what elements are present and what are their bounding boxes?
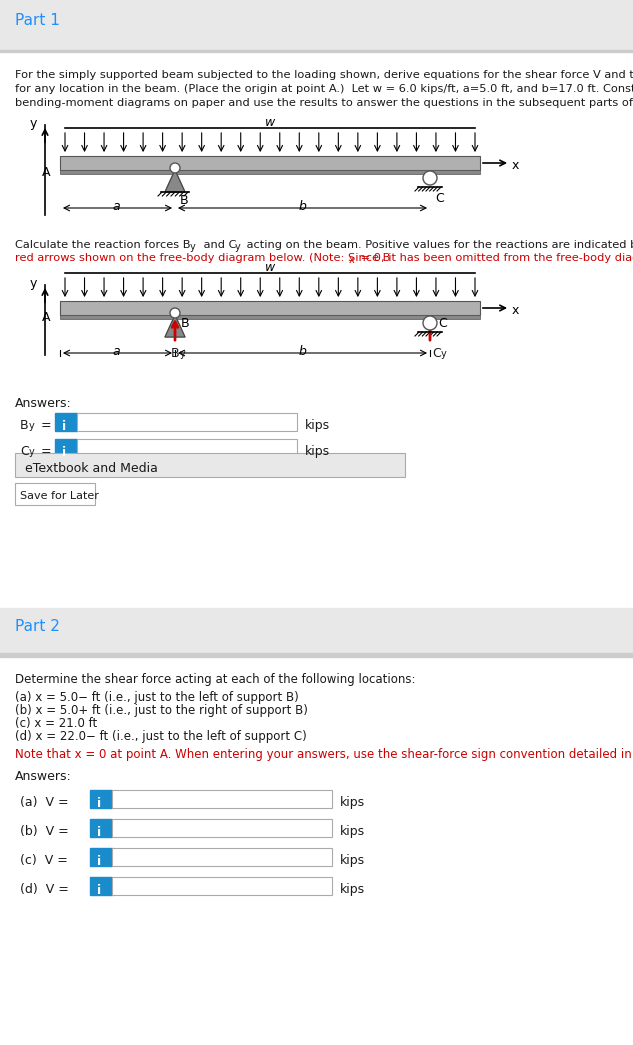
Bar (55, 413, 77, 431)
Text: a: a (113, 345, 120, 358)
Bar (112, 847, 332, 866)
Text: bending-moment diagrams on paper and use the results to answer the questions in : bending-moment diagrams on paper and use… (15, 98, 633, 108)
Bar (15, 483, 95, 505)
Polygon shape (165, 170, 185, 192)
Bar (0, 0, 633, 610)
Text: kips: kips (340, 883, 365, 896)
Bar (112, 877, 332, 895)
Text: eTextbook and Media: eTextbook and Media (25, 462, 158, 475)
Bar (55, 439, 77, 457)
Bar (0, 608, 633, 653)
Bar (60, 156, 480, 170)
Text: (d)  V =: (d) V = (20, 883, 69, 896)
Text: C: C (438, 317, 447, 330)
Bar (0, 655, 633, 657)
Text: y: y (29, 421, 35, 431)
Bar (0, 653, 633, 655)
Text: a: a (113, 200, 120, 213)
Text: b: b (299, 200, 306, 213)
Bar (77, 413, 297, 431)
Polygon shape (165, 315, 185, 336)
Bar (112, 819, 332, 837)
Text: i: i (97, 884, 101, 897)
Text: y: y (30, 277, 37, 291)
Bar (90, 819, 112, 837)
Bar (0, 610, 633, 655)
Text: for any location in the beam. (Place the origin at point A.)  Let w = 6.0 kips/f: for any location in the beam. (Place the… (15, 84, 633, 94)
Text: i: i (97, 797, 101, 810)
Bar (112, 790, 332, 808)
Text: = 0, it has been omitted from the free-body diagram.): = 0, it has been omitted from the free-b… (357, 253, 633, 263)
Bar (60, 301, 480, 315)
Text: (b) x = 5.0+ ft (i.e., just to the right of support B): (b) x = 5.0+ ft (i.e., just to the right… (15, 704, 308, 717)
Text: b: b (299, 345, 306, 358)
Text: C: C (432, 347, 441, 359)
Text: Answers:: Answers: (15, 770, 72, 783)
Text: and C: and C (200, 240, 237, 250)
Text: C: C (20, 445, 28, 458)
Text: B: B (171, 347, 180, 359)
Text: For the simply supported beam subjected to the loading shown, derive equations f: For the simply supported beam subjected … (15, 70, 633, 80)
Text: B: B (20, 419, 28, 432)
Text: kips: kips (340, 854, 365, 867)
Bar (90, 877, 112, 895)
Text: kips: kips (340, 796, 365, 809)
Text: Answers:: Answers: (15, 397, 72, 410)
Bar (60, 315, 480, 319)
Text: kips: kips (305, 445, 330, 458)
Text: A: A (42, 311, 51, 324)
Text: Part 2: Part 2 (15, 619, 60, 634)
Text: y: y (29, 447, 35, 457)
Text: C: C (435, 192, 444, 205)
Text: y: y (235, 242, 241, 252)
Circle shape (423, 316, 437, 330)
Bar (0, 50, 633, 52)
Text: w: w (265, 116, 275, 129)
Text: x: x (512, 304, 519, 317)
Text: i: i (62, 420, 66, 433)
Text: (c) x = 21.0 ft: (c) x = 21.0 ft (15, 717, 97, 730)
Text: A: A (42, 166, 51, 179)
Circle shape (423, 171, 437, 185)
Text: (a)  V =: (a) V = (20, 796, 68, 809)
Text: y: y (30, 117, 37, 130)
Bar (90, 790, 112, 808)
Text: y: y (190, 242, 196, 252)
Text: (c)  V =: (c) V = (20, 854, 68, 867)
Text: i: i (97, 855, 101, 868)
Text: Note that x = 0 at point A. When entering your answers, use the shear-force sign: Note that x = 0 at point A. When enterin… (15, 748, 633, 761)
Text: w: w (265, 261, 275, 274)
Text: Calculate the reaction forces B: Calculate the reaction forces B (15, 240, 191, 250)
Bar (60, 170, 480, 175)
Text: B: B (181, 317, 190, 330)
Text: x: x (349, 255, 354, 265)
Text: acting on the beam. Positive values for the reactions are indicated by the direc: acting on the beam. Positive values for … (243, 240, 633, 250)
Bar (0, 0, 633, 3)
Text: =: = (37, 419, 52, 432)
Text: kips: kips (305, 419, 330, 432)
Text: y: y (441, 349, 447, 359)
Text: i: i (97, 826, 101, 839)
Circle shape (170, 163, 180, 173)
Text: x: x (512, 159, 519, 172)
Bar (77, 439, 297, 457)
Text: Part 1: Part 1 (15, 13, 60, 28)
Text: kips: kips (340, 825, 365, 838)
Bar (0, 0, 633, 50)
Text: =: = (37, 445, 52, 458)
Text: y: y (180, 349, 185, 359)
Text: Save for Later: Save for Later (20, 491, 99, 501)
Text: i: i (62, 446, 66, 459)
Bar (0, 655, 633, 1045)
Circle shape (170, 308, 180, 318)
Text: (b)  V =: (b) V = (20, 825, 69, 838)
Text: B: B (180, 194, 189, 207)
Text: Determine the shear force acting at each of the following locations:: Determine the shear force acting at each… (15, 673, 415, 686)
Bar (90, 847, 112, 866)
Text: (d) x = 22.0− ft (i.e., just to the left of support C): (d) x = 22.0− ft (i.e., just to the left… (15, 730, 307, 743)
Bar (15, 452, 405, 477)
Text: (a) x = 5.0− ft (i.e., just to the left of support B): (a) x = 5.0− ft (i.e., just to the left … (15, 691, 299, 704)
Text: red arrows shown on the free-body diagram below. (Note: Since B: red arrows shown on the free-body diagra… (15, 253, 391, 263)
